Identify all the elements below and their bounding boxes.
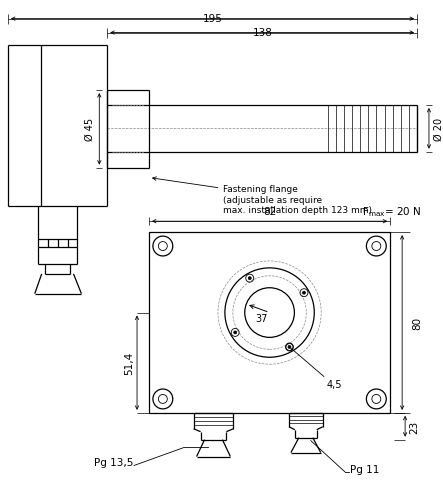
Circle shape (234, 331, 237, 334)
Text: 82: 82 (263, 207, 276, 217)
Text: 195: 195 (202, 14, 222, 24)
Text: 80: 80 (412, 316, 422, 329)
Text: 23: 23 (409, 420, 419, 433)
Text: 4,5: 4,5 (326, 379, 342, 389)
Circle shape (248, 277, 251, 280)
Text: 51,4: 51,4 (124, 351, 134, 375)
Circle shape (288, 346, 291, 349)
Circle shape (303, 292, 306, 295)
Text: 37: 37 (256, 313, 268, 323)
Text: Ø 20: Ø 20 (434, 118, 443, 141)
Text: Pg 11: Pg 11 (350, 464, 379, 474)
Bar (149, 232, 390, 413)
Text: 138: 138 (253, 28, 273, 38)
Text: Ø 45: Ø 45 (84, 118, 94, 141)
Text: Pg 13,5: Pg 13,5 (94, 457, 134, 467)
Text: $\mathregular{F_{max}}$= 20 N: $\mathregular{F_{max}}$= 20 N (362, 205, 422, 219)
Text: Fastening flange
(adjustable as require
max. installation depth 123 mm): Fastening flange (adjustable as require … (152, 177, 373, 215)
